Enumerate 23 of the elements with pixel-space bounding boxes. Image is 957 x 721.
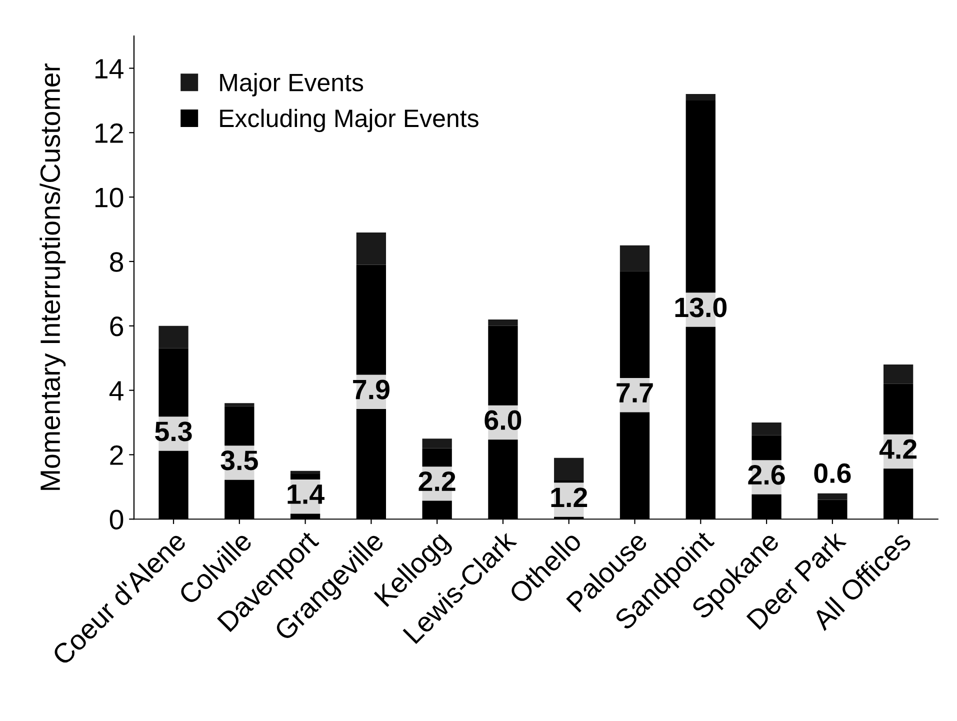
legend-label: Excluding Major Events	[220, 108, 478, 132]
data-label: 7.9	[353, 380, 390, 400]
y-tick-label: 6	[110, 316, 124, 336]
data-label: 3.5	[220, 450, 258, 470]
data-label: 7.7	[616, 383, 653, 402]
data-label: 1.2	[551, 488, 588, 507]
y-axis-title: Momentary Interruptions/Customer	[40, 63, 66, 490]
legend-label: Major Events	[220, 73, 364, 96]
data-label: 6.0	[484, 410, 522, 430]
data-label: 2.2	[418, 471, 456, 491]
y-tick-label: 12	[95, 123, 123, 143]
y-tick-label: 14	[95, 59, 124, 78]
data-label: 5.3	[155, 422, 192, 442]
data-label: 4.2	[879, 439, 917, 459]
data-label: 2.6	[748, 465, 785, 485]
y-tick-label: 4	[109, 381, 124, 400]
y-tick-label: 2	[110, 445, 123, 465]
data-label: 1.4	[288, 484, 324, 504]
data-label: 0.6	[814, 463, 851, 484]
y-tick-label: 0	[110, 510, 124, 530]
data-label: 13.0	[675, 298, 727, 318]
y-tick-label: 10	[95, 188, 124, 208]
y-tick-label: 8	[110, 252, 124, 272]
